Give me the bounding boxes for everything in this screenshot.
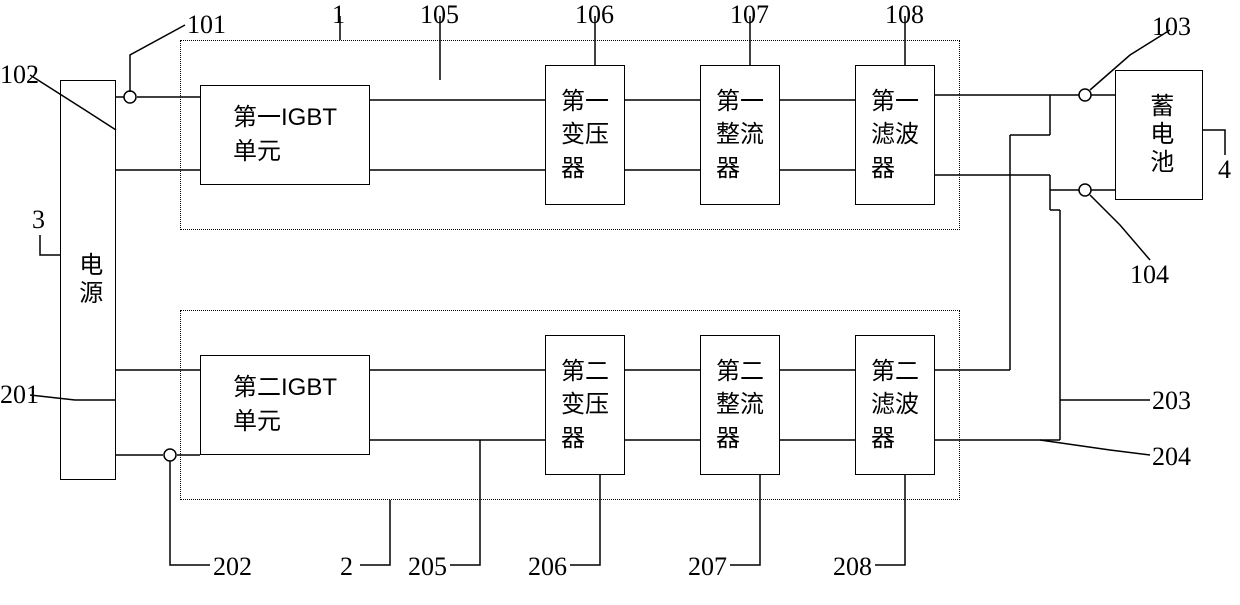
label-l207: 207 <box>688 552 727 582</box>
power-label: 电源 <box>71 252 105 308</box>
label-l1: 1 <box>332 0 345 30</box>
terminal-t101 <box>124 91 136 103</box>
igbt2-block: 第二IGBT 单元 <box>200 355 370 455</box>
diagram-root: 电源 蓄电池 第一IGBT 单元 第一 变压 器 第一 整流 器 第一 滤波 器… <box>0 0 1240 605</box>
label-l101: 101 <box>187 10 226 40</box>
label-l102: 102 <box>0 60 39 90</box>
power-block: 电源 <box>60 80 116 480</box>
leader-l204 <box>1040 440 1150 455</box>
label-l108: 108 <box>885 0 924 30</box>
leader-l4 <box>1203 130 1225 155</box>
label-l103: 103 <box>1152 12 1191 42</box>
trans2-label: 第二 变压 器 <box>561 355 609 456</box>
terminal-t202 <box>164 449 176 461</box>
label-l208: 208 <box>833 552 872 582</box>
battery-label: 蓄电池 <box>1142 93 1176 177</box>
igbt1-block: 第一IGBT 单元 <box>200 85 370 185</box>
leader-l2 <box>360 500 390 565</box>
filt2-label: 第二 滤波 器 <box>871 355 919 456</box>
label-l106: 106 <box>575 0 614 30</box>
label-l202: 202 <box>213 552 252 582</box>
igbt2-label: 第二IGBT 单元 <box>233 371 337 438</box>
battery-block: 蓄电池 <box>1115 70 1203 200</box>
rect1-block: 第一 整流 器 <box>700 65 780 205</box>
trans2-block: 第二 变压 器 <box>545 335 625 475</box>
label-l3: 3 <box>32 205 45 235</box>
igbt1-label: 第一IGBT 单元 <box>233 101 337 168</box>
rect2-block: 第二 整流 器 <box>700 335 780 475</box>
label-l4: 4 <box>1218 155 1231 185</box>
label-l206: 206 <box>528 552 567 582</box>
label-l2: 2 <box>340 552 353 582</box>
filt1-block: 第一 滤波 器 <box>855 65 935 205</box>
terminal-t103 <box>1079 89 1091 101</box>
rect1-label: 第一 整流 器 <box>716 85 764 186</box>
terminal-t104 <box>1079 184 1091 196</box>
filt2-block: 第二 滤波 器 <box>855 335 935 475</box>
trans1-label: 第一 变压 器 <box>561 85 609 186</box>
filt1-label: 第一 滤波 器 <box>871 85 919 186</box>
leader-l3 <box>40 235 60 255</box>
leader-l101 <box>130 25 185 92</box>
label-l107: 107 <box>730 0 769 30</box>
label-l104: 104 <box>1130 260 1169 290</box>
label-l201: 201 <box>0 380 39 410</box>
label-l205: 205 <box>408 552 447 582</box>
rect2-label: 第二 整流 器 <box>716 355 764 456</box>
leader-l104 <box>1090 195 1150 260</box>
label-l204: 204 <box>1152 442 1191 472</box>
label-l203: 203 <box>1152 386 1191 416</box>
trans1-block: 第一 变压 器 <box>545 65 625 205</box>
label-l105: 105 <box>420 0 459 30</box>
